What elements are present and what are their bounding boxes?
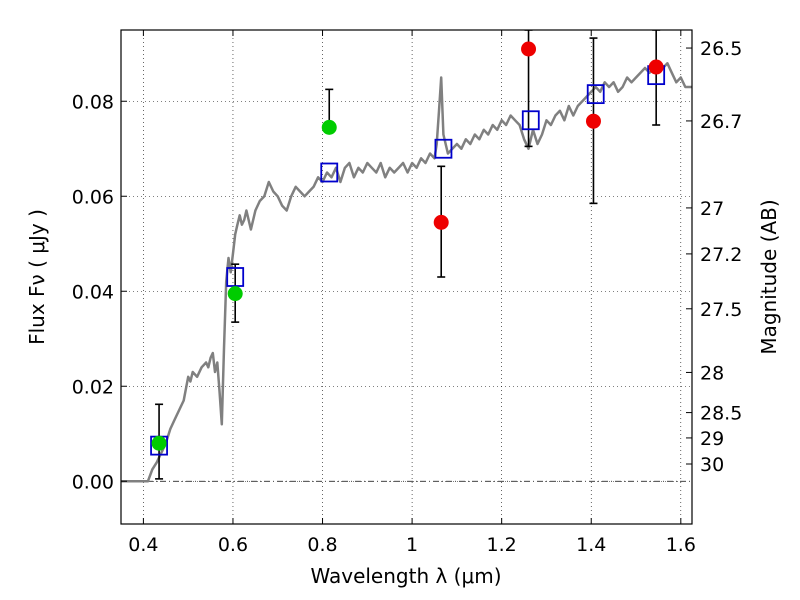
observed-flux-point — [151, 435, 167, 451]
observed-flux-point — [648, 59, 664, 75]
spectrum-line — [121, 62, 692, 483]
x-axis-title: Wavelength λ (μm) — [310, 564, 501, 588]
x-tick-label: 1.4 — [576, 534, 606, 556]
mag-tick-label: 27.2 — [700, 244, 742, 266]
y-axis-title: Flux Fν ( μJy ) — [25, 209, 49, 345]
mag-tick-label: 29 — [700, 428, 724, 450]
model-square-point — [320, 162, 339, 183]
model-square-point — [434, 138, 453, 159]
model-square-point — [226, 267, 245, 287]
model-square-point — [521, 110, 540, 131]
observed-flux-point — [585, 113, 601, 129]
x-tick-label: 1 — [406, 534, 418, 556]
observed-flux-point — [521, 41, 537, 57]
y-tick-label: 0.00 — [72, 471, 114, 493]
mag-tick-label: 27.5 — [700, 299, 742, 321]
y-tick-label: 0.08 — [72, 91, 114, 113]
observed-flux-point — [321, 119, 337, 135]
x-tick-label: 0.8 — [307, 534, 337, 556]
x-tick-label: 1.2 — [487, 534, 517, 556]
mag-tick-label: 28 — [700, 362, 724, 384]
mag-tick-label: 28.5 — [700, 403, 742, 425]
plot-frame — [120, 29, 693, 525]
right-axis-title: Magnitude (AB) — [757, 199, 781, 354]
y-tick-label: 0.02 — [72, 376, 114, 398]
observed-flux-point — [433, 214, 449, 230]
mag-tick-label: 26.7 — [700, 111, 742, 133]
x-axis-ticks: 0.4 0.6 0.8 1 1.2 1.4 1.6 — [128, 30, 696, 556]
observed-flux-point — [227, 286, 243, 302]
y-tick-label: 0.04 — [72, 281, 114, 303]
model-square-point — [586, 84, 605, 105]
mag-tick-label: 27 — [700, 198, 724, 220]
x-tick-label: 0.4 — [128, 534, 158, 556]
mag-tick-label: 30 — [700, 454, 724, 476]
mag-tick-label: 26.5 — [700, 38, 742, 60]
y-axis-ticks: 0.00 0.02 0.04 0.06 0.08 — [72, 91, 127, 493]
grid-lines — [121, 30, 692, 524]
x-tick-label: 0.6 — [218, 534, 248, 556]
y-tick-label: 0.06 — [72, 186, 114, 208]
magnitude-axis-ticks: 26.5 26.7 27 27.2 27.5 28 28.5 29 30 — [686, 38, 742, 476]
plot-area — [121, 30, 692, 483]
x-tick-label: 1.6 — [666, 534, 696, 556]
